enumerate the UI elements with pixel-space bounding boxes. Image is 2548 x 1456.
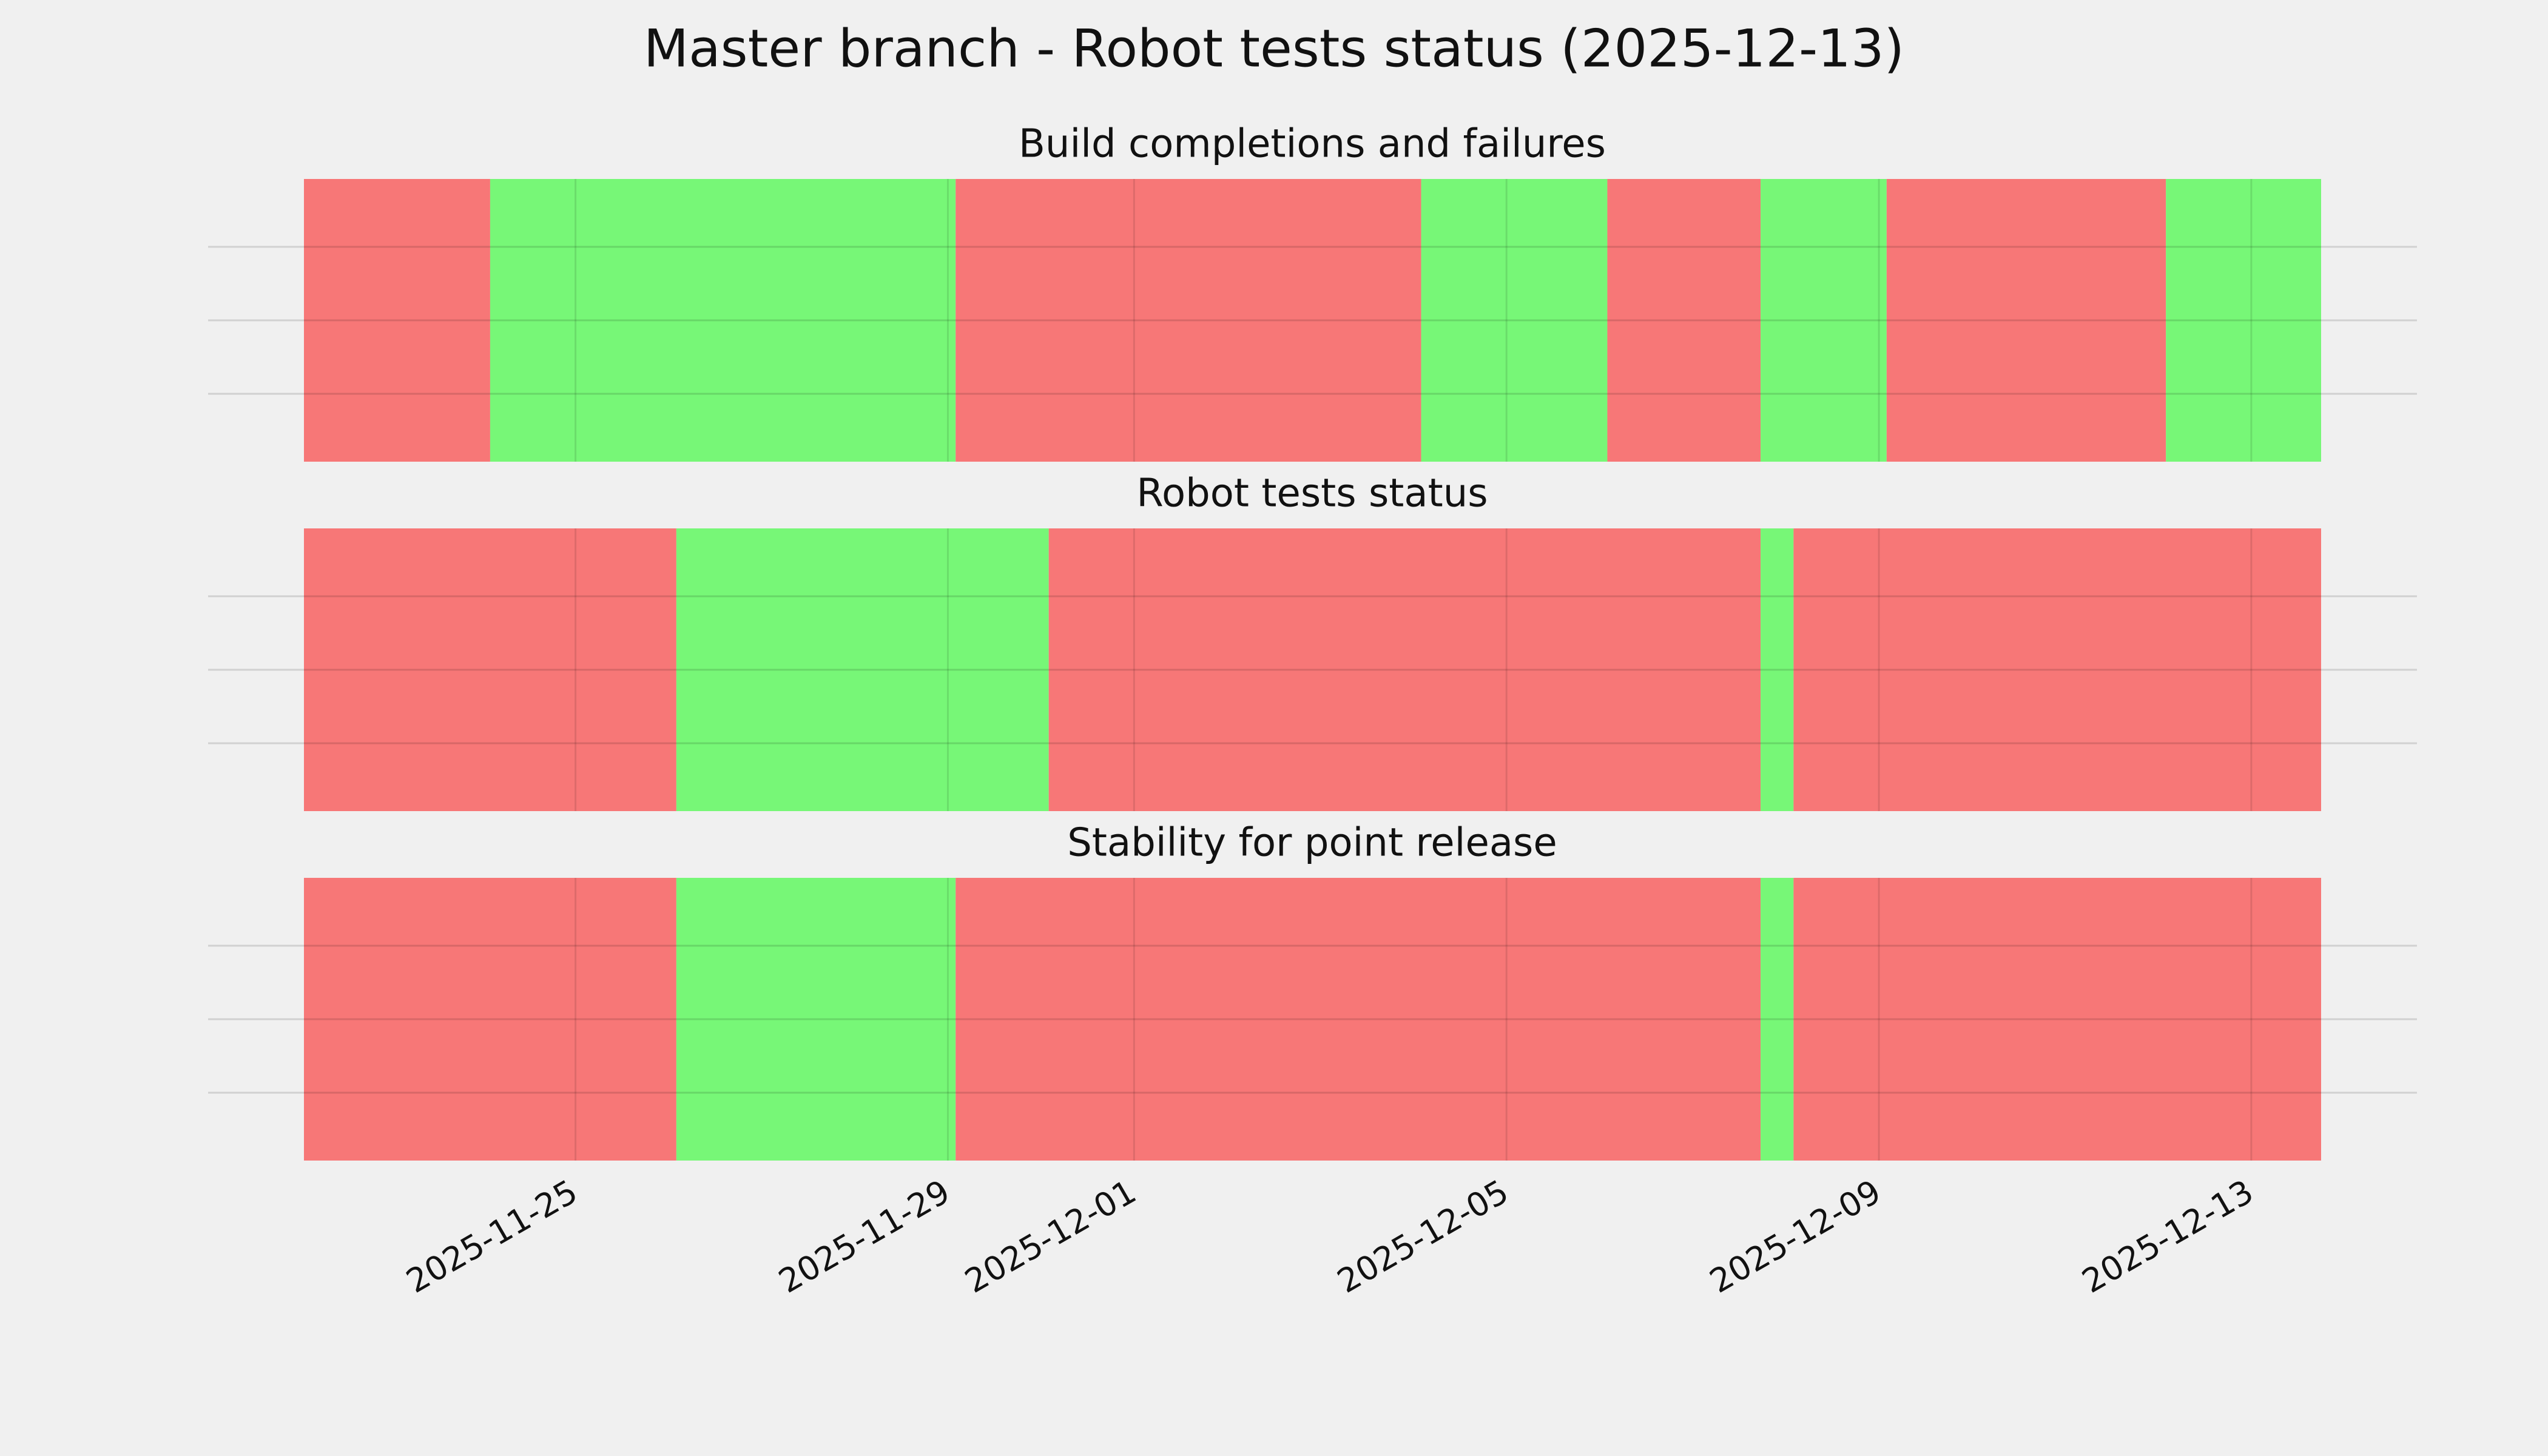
status-span [1793, 528, 2321, 811]
status-span [676, 878, 956, 1161]
status-span [1421, 179, 1608, 462]
status-span [956, 179, 1421, 462]
status-span [1793, 878, 2321, 1161]
status-span [490, 179, 956, 462]
status-span [1761, 528, 1794, 811]
status-span [1607, 179, 1761, 462]
status-span [304, 528, 676, 811]
panel-title: Build completions and failures [1019, 122, 1606, 167]
status-span [304, 878, 676, 1161]
status-span [1886, 179, 2166, 462]
status-span [956, 878, 1761, 1161]
status-span [1048, 528, 1761, 811]
panel-title: Robot tests status [1136, 471, 1488, 516]
status-span [2166, 179, 2321, 462]
chart-title: Master branch - Robot tests status (2025… [644, 18, 1904, 79]
status-span [1761, 878, 1794, 1161]
status-span [304, 179, 490, 462]
status-span [676, 528, 1049, 811]
panel-title: Stability for point release [1067, 821, 1557, 866]
status-span [1761, 179, 1887, 462]
